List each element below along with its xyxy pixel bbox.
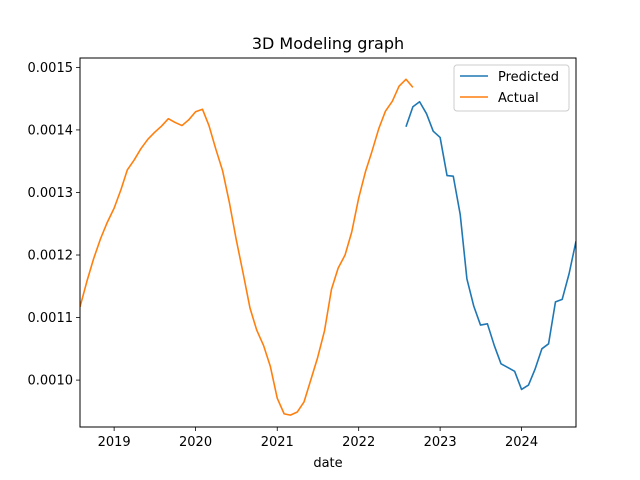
y-axis-ticks: 0.0010 0.0011 0.0012 0.0013 0.0014 0.0015 [28, 61, 80, 389]
series-line-predicted [405, 100, 576, 391]
x-tick-label: 2021 [261, 435, 294, 450]
series-line-actual [80, 78, 414, 416]
y-tick-label: 0.0012 [28, 249, 74, 264]
x-tick-label: 2022 [342, 435, 375, 450]
legend: Predicted Actual [453, 64, 570, 112]
x-tick-label: 2024 [505, 435, 538, 450]
plot-area [80, 58, 576, 427]
x-tick-label: 2023 [424, 435, 457, 450]
x-tick-label: 2020 [179, 435, 212, 450]
y-tick-label: 0.0015 [28, 61, 74, 76]
x-axis-ticks: 2019 2020 2021 2022 2023 2024 [98, 427, 538, 450]
plot-frame [79, 57, 577, 428]
y-tick-label: 0.0013 [28, 186, 74, 201]
chart-title: 3D Modeling graph [252, 34, 404, 53]
y-tick-label: 0.0011 [28, 311, 74, 326]
x-tick-label: 2019 [98, 435, 131, 450]
series-lines [80, 78, 576, 416]
legend-label-predicted: Predicted [498, 70, 559, 85]
legend-label-actual: Actual [498, 91, 539, 106]
x-axis-label: date [313, 456, 342, 471]
y-tick-label: 0.0014 [28, 123, 74, 138]
y-tick-label: 0.0010 [28, 374, 74, 389]
